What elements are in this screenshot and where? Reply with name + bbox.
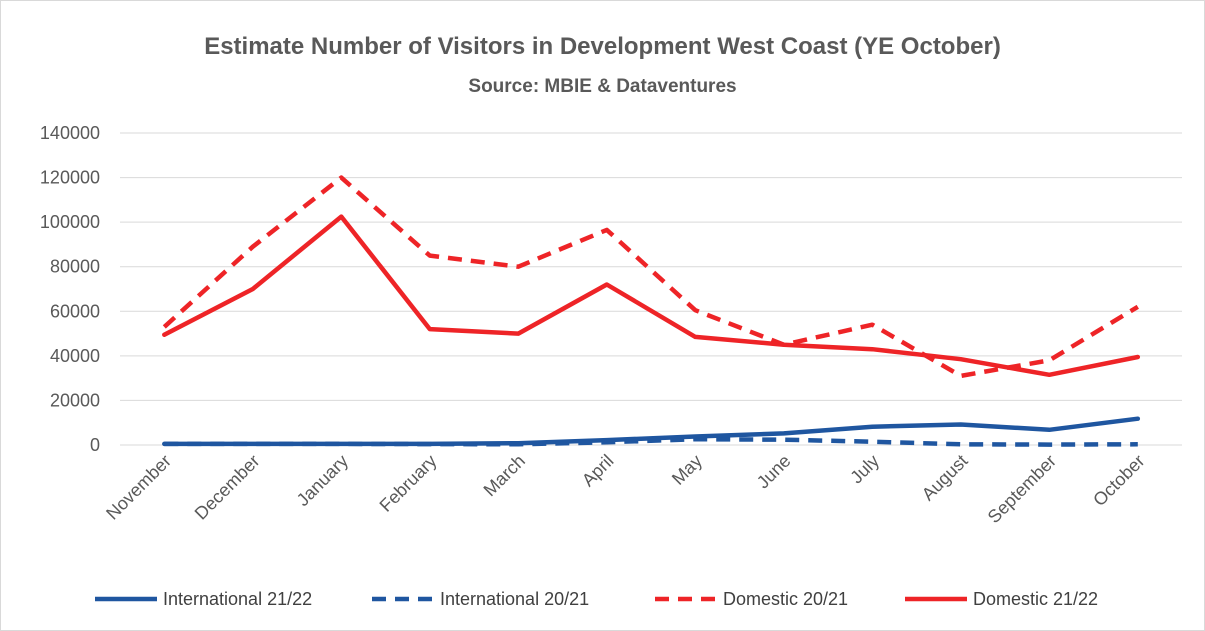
legend-label-domestic-21-22: Domestic 21/22: [973, 589, 1098, 609]
x-tick-label: September: [984, 451, 1060, 527]
y-tick-label: 80000: [50, 257, 100, 277]
chart-title: Estimate Number of Visitors in Developme…: [204, 33, 1001, 60]
series-line-domestic-20-21: [162, 175, 1139, 379]
x-tick-label: July: [846, 451, 883, 488]
legend-label-international-21-22: International 21/22: [163, 589, 312, 609]
y-tick-label: 40000: [50, 346, 100, 366]
x-tick-label: June: [753, 451, 795, 493]
y-tick-label: 0: [90, 435, 100, 455]
x-axis-ticks: November December January February March Apri…: [102, 451, 1148, 527]
x-tick-label: February: [376, 451, 441, 516]
x-tick-label: May: [668, 451, 706, 489]
chart-subtitle: Source: MBIE & Dataventures: [468, 76, 737, 97]
gridlines: [120, 132, 1182, 446]
series-lines: [162, 175, 1141, 447]
x-tick-label: March: [480, 451, 530, 501]
x-tick-label: August: [918, 451, 972, 505]
y-axis-ticks: 0 20000 40000 60000 80000 100000 120000 140000: [40, 123, 100, 455]
x-tick-label: April: [578, 451, 618, 491]
x-tick-label: January: [293, 451, 352, 510]
legend: International 21/22 International 20/21 Do…: [95, 589, 1098, 609]
y-tick-label: 140000: [40, 123, 100, 143]
series-line-international-20-21: [164, 436, 1138, 447]
series-line-domestic-21-22: [162, 214, 1141, 378]
x-tick-label: November: [102, 451, 175, 524]
y-tick-label: 120000: [40, 168, 100, 188]
y-tick-label: 60000: [50, 301, 100, 321]
x-tick-label: October: [1089, 451, 1148, 510]
x-tick-label: December: [191, 451, 264, 524]
y-tick-label: 20000: [50, 390, 100, 410]
y-tick-label: 100000: [40, 212, 100, 232]
legend-label-international-20-21: International 20/21: [440, 589, 589, 609]
legend-label-domestic-20-21: Domestic 20/21: [723, 589, 848, 609]
